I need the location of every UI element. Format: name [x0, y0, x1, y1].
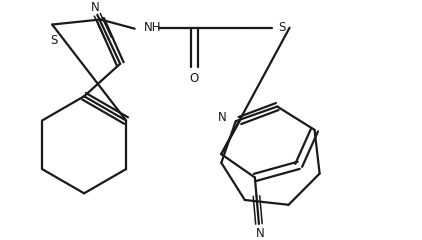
Text: S: S	[279, 21, 286, 34]
Text: N: N	[255, 227, 264, 240]
Text: S: S	[50, 34, 58, 47]
Text: N: N	[218, 111, 227, 124]
Text: NH: NH	[144, 21, 162, 34]
Text: N: N	[91, 1, 100, 14]
Text: O: O	[190, 72, 199, 85]
